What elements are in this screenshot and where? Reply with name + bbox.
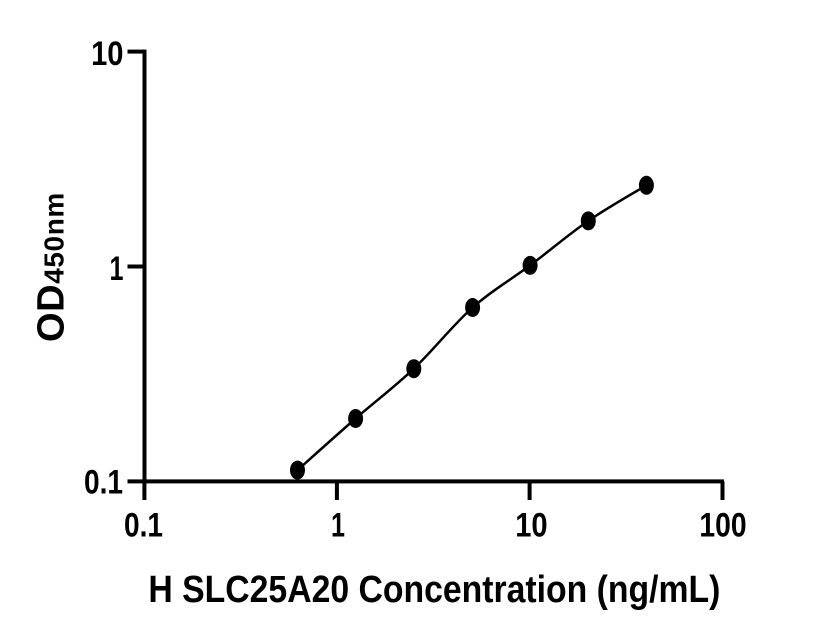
- svg-text:0.1: 0.1: [124, 507, 163, 545]
- svg-text:100: 100: [699, 507, 746, 545]
- svg-text:10: 10: [91, 35, 123, 73]
- svg-text:1: 1: [110, 250, 124, 288]
- svg-text:10: 10: [515, 507, 547, 545]
- svg-text:H SLC25A20 Concentration (ng/m: H SLC25A20 Concentration (ng/mL): [148, 569, 720, 611]
- svg-text:0.1: 0.1: [84, 464, 123, 502]
- svg-text:1: 1: [331, 507, 345, 545]
